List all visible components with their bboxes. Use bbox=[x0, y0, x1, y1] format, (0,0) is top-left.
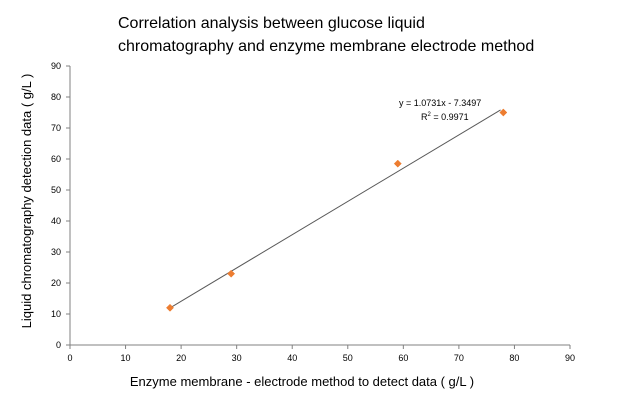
y-tick-label: 10 bbox=[51, 309, 61, 319]
trendline bbox=[169, 109, 501, 309]
r-squared-label: R2 = 0.9971 bbox=[421, 112, 469, 122]
y-tick-label: 60 bbox=[51, 154, 61, 164]
x-tick-label: 50 bbox=[343, 353, 353, 363]
y-tick-label: 80 bbox=[51, 92, 61, 102]
x-tick-label: 60 bbox=[398, 353, 408, 363]
data-point bbox=[166, 303, 174, 312]
data-point bbox=[393, 159, 402, 168]
x-axis: 0 10 20 30 40 50 60 70 80 90 bbox=[67, 344, 575, 363]
data-point bbox=[227, 269, 236, 278]
r-squared-prefix: R bbox=[421, 112, 428, 122]
y-tick-label: 20 bbox=[51, 278, 61, 288]
y-tick-label: 30 bbox=[51, 247, 61, 257]
x-tick-label: 30 bbox=[232, 353, 242, 363]
y-axis: 0 10 20 30 40 50 60 70 80 90 bbox=[51, 61, 71, 350]
chart-title-line-2: chromatography and enzyme membrane elect… bbox=[118, 38, 534, 55]
r-squared-value: = 0.9971 bbox=[431, 112, 469, 122]
x-tick-label: 10 bbox=[121, 353, 131, 363]
data-points bbox=[166, 108, 508, 312]
x-tick-label: 70 bbox=[454, 353, 464, 363]
data-point bbox=[499, 108, 508, 117]
x-axis-title: Enzyme membrane - electrode method to de… bbox=[130, 374, 474, 389]
x-tick-label: 40 bbox=[287, 353, 297, 363]
trendline-layer bbox=[169, 109, 501, 309]
y-tick-label: 70 bbox=[51, 123, 61, 133]
y-tick-label: 40 bbox=[51, 216, 61, 226]
r-squared-superscript: 2 bbox=[428, 112, 432, 118]
trendline-equation: y = 1.0731x - 7.3497 bbox=[399, 98, 481, 108]
y-axis-title: Liquid chromatography detection data ( g… bbox=[19, 74, 34, 329]
x-tick-label: 0 bbox=[67, 353, 72, 363]
y-tick-label: 90 bbox=[51, 61, 61, 71]
y-tick-label: 50 bbox=[51, 185, 61, 195]
chart-title-line-1: Correlation analysis between glucose liq… bbox=[118, 15, 425, 32]
x-tick-label: 90 bbox=[565, 353, 575, 363]
x-tick-label: 80 bbox=[509, 353, 519, 363]
x-tick-label: 20 bbox=[176, 353, 186, 363]
y-tick-label: 0 bbox=[56, 340, 61, 350]
